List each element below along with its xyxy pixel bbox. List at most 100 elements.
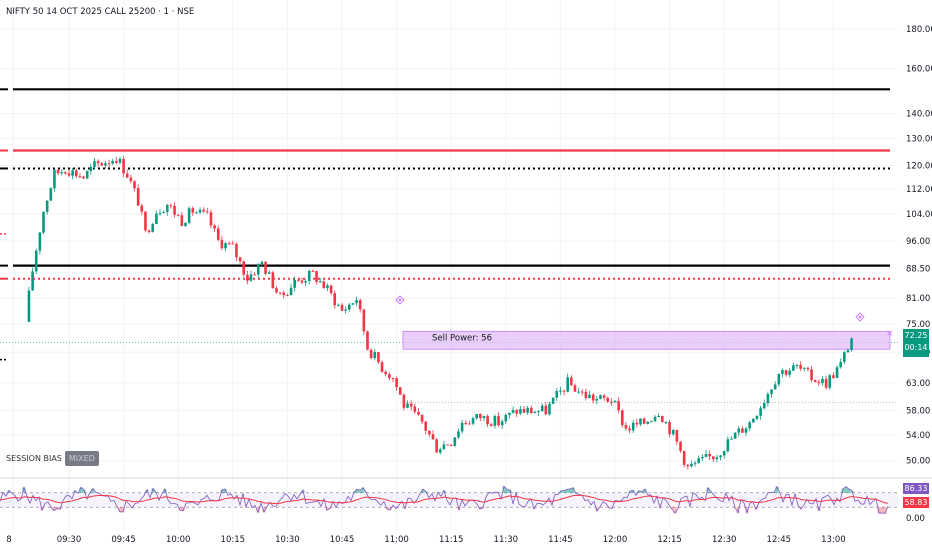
candle-body (278, 292, 282, 294)
candle-body (766, 394, 770, 404)
candle-body (770, 389, 773, 395)
candle-body (744, 428, 748, 433)
time-tick: 12:30 (712, 535, 737, 545)
candle-body (679, 441, 682, 451)
session-bias: SESSION BIAS MIXED (6, 451, 99, 466)
candle-body (817, 381, 821, 384)
candle-body (682, 450, 686, 465)
candle-body (151, 224, 155, 232)
candle-body (391, 377, 395, 379)
time-tick: 8 (6, 535, 11, 545)
price-tick: 160.00 (906, 65, 932, 75)
price-tick: 120.00 (906, 162, 932, 172)
candle-body (733, 432, 737, 439)
candle-body (479, 414, 482, 419)
candle-body (377, 352, 380, 363)
candle-body (457, 431, 460, 438)
candle-body (752, 418, 755, 423)
markers: × (395, 295, 894, 339)
candle-body (471, 418, 475, 424)
candle-body (708, 454, 711, 457)
candle-body (122, 159, 125, 174)
time-tick: 09:45 (111, 535, 136, 545)
candle-body (671, 430, 675, 435)
candle-body (832, 375, 835, 378)
candle-body (442, 444, 446, 450)
price-tick: 88.50 (906, 264, 930, 274)
candle-body (566, 377, 569, 392)
candle-body (60, 172, 64, 174)
candle-body (74, 170, 78, 177)
candle-body (369, 349, 373, 359)
candle-body (781, 370, 784, 374)
candle-body (264, 262, 267, 274)
candle-body (526, 407, 529, 413)
time-axis[interactable]: 8 09:30 09:45 10:00 10:15 10:30 10:45 11:00 11:1… (6, 535, 845, 545)
candle-body (322, 281, 326, 289)
candle-body (235, 244, 238, 258)
zone-rect (402, 330, 891, 350)
candle-body (802, 367, 806, 369)
candle-body (595, 398, 599, 401)
candle-body (180, 215, 184, 227)
candle-body (453, 437, 457, 446)
candle-body (428, 430, 431, 435)
time-tick: 10:30 (275, 535, 300, 545)
candle-body (220, 239, 224, 249)
candle-body (82, 176, 85, 179)
candle-body (184, 222, 187, 227)
candle-body (165, 205, 169, 212)
candle-body (777, 373, 781, 385)
rsi-tick: 0.00 (906, 514, 925, 524)
rsi-panel: 0.00 (0, 477, 932, 524)
candle-body (661, 415, 664, 423)
rsi-value: 86.33 (903, 483, 929, 494)
candle-body (238, 257, 242, 262)
rsi-line (0, 485, 889, 515)
candle-body (67, 173, 71, 176)
candle-body (409, 403, 413, 407)
time-tick: 13:00 (821, 535, 846, 545)
candle-body (395, 378, 398, 388)
candle-body (64, 172, 67, 174)
candle-body (653, 416, 657, 422)
candle-body (522, 409, 526, 413)
candle-body (224, 243, 227, 249)
candle-body (191, 208, 195, 213)
candle-body (53, 169, 56, 189)
candle-body (315, 271, 318, 282)
candle-body (551, 397, 555, 404)
candle-body (850, 338, 853, 351)
candle-body (650, 421, 653, 423)
candle-body (555, 391, 559, 398)
candle-body (202, 209, 205, 212)
candle-body (326, 285, 329, 289)
candle-body (449, 445, 453, 447)
candle-body (489, 424, 493, 426)
candle-body (49, 188, 53, 201)
candle-body (289, 287, 293, 296)
candle-body (438, 449, 442, 453)
time-tick: 10:15 (221, 535, 246, 545)
candle-body (533, 411, 537, 414)
candle-body (398, 387, 402, 395)
candle-body (307, 270, 311, 281)
candle-body (267, 272, 271, 274)
candle-body (580, 391, 584, 393)
candle-body (300, 280, 304, 283)
candle-body (111, 160, 114, 164)
candle-body (31, 271, 34, 291)
candle-body (187, 208, 191, 223)
candle-body (286, 295, 289, 297)
candle-body (85, 170, 89, 179)
candle-body (96, 161, 100, 164)
candle-body (333, 293, 337, 306)
time-tick: 11:30 (494, 535, 519, 545)
candle-body (577, 391, 580, 393)
diamond-dot (398, 298, 402, 302)
price-tick: 63.00 (906, 379, 930, 389)
price-axis[interactable]: 180.00 160.00 140.00 130.00 120.00 112.00 104.… (906, 25, 932, 467)
price-tick: 58.00 (906, 407, 930, 417)
cross-marker: × (886, 329, 894, 339)
